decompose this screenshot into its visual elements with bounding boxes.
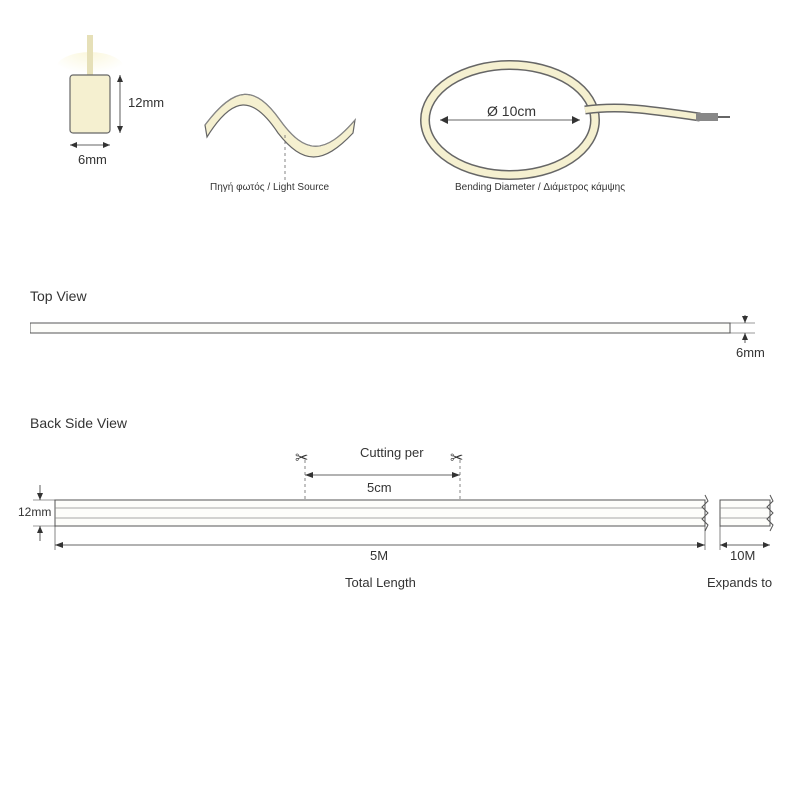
total-length-label: Total Length bbox=[345, 575, 416, 590]
scissors-icon: ✂ bbox=[295, 450, 308, 467]
profile-diagram bbox=[45, 30, 195, 210]
back-view-diagram: ✂ ✂ bbox=[15, 445, 785, 585]
profile-height-label: 12mm bbox=[128, 95, 164, 110]
svg-text:✂: ✂ bbox=[295, 450, 308, 467]
scissors-icon: ✂ bbox=[450, 450, 463, 467]
expands-value: 10M bbox=[730, 548, 755, 563]
top-view-width-label: 6mm bbox=[736, 345, 765, 360]
bending-diagram bbox=[400, 35, 730, 205]
light-source-en: Light Source bbox=[273, 182, 329, 193]
light-source-label: Πηγή φωτός / Light Source bbox=[210, 182, 329, 193]
bending-diameter-value: Ø 10cm bbox=[487, 103, 536, 119]
light-source-gr: Πηγή φωτός bbox=[210, 182, 265, 193]
svg-text:✂: ✂ bbox=[450, 450, 463, 467]
expands-label: Expands to bbox=[707, 575, 772, 590]
cutting-value: 5cm bbox=[367, 480, 392, 495]
bending-label: Bending Diameter / Διάμετρος κάμψης bbox=[455, 182, 625, 193]
profile-width-label: 6mm bbox=[78, 152, 107, 167]
bending-label-gr: Διάμετρος κάμψης bbox=[543, 182, 625, 193]
total-length-value: 5M bbox=[370, 548, 388, 563]
top-view-title: Top View bbox=[30, 288, 87, 304]
light-source-diagram bbox=[195, 65, 365, 195]
back-height-label: 12mm bbox=[18, 505, 51, 519]
bending-label-en: Bending Diameter bbox=[455, 182, 535, 193]
top-view-diagram bbox=[30, 315, 770, 365]
back-view-title: Back Side View bbox=[30, 415, 127, 431]
